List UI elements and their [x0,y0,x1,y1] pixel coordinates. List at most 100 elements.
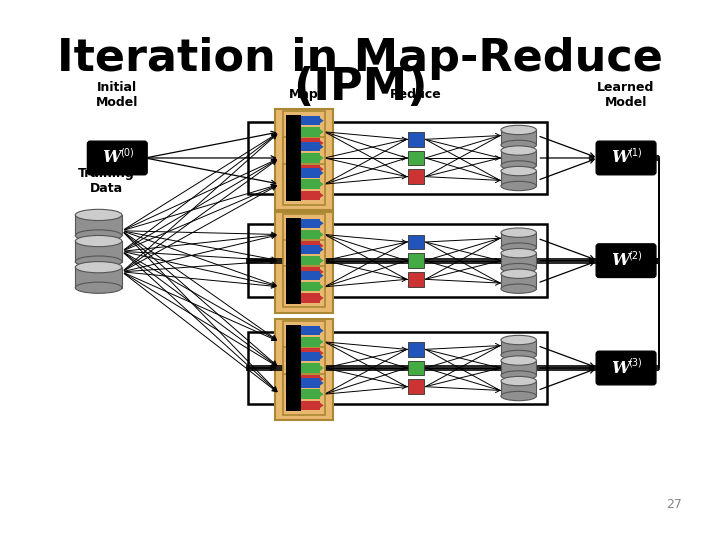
Polygon shape [320,295,323,301]
Polygon shape [320,376,323,382]
Bar [301,389,320,399]
FancyBboxPatch shape [596,351,656,385]
Text: Reduce: Reduce [390,88,442,101]
Ellipse shape [76,282,122,293]
FancyBboxPatch shape [596,141,656,175]
Polygon shape [320,328,323,334]
Ellipse shape [501,269,536,279]
Bar [282,164,325,205]
Bar [287,244,301,278]
Bar [501,340,536,355]
Bar [501,233,536,248]
Bar [301,282,320,292]
Bar [287,115,301,148]
Bar [301,153,320,163]
Text: (2): (2) [629,250,642,260]
Polygon shape [320,354,323,360]
Ellipse shape [501,371,536,380]
Text: (3): (3) [629,357,642,367]
Text: W: W [611,150,630,166]
Ellipse shape [501,335,536,345]
FancyBboxPatch shape [596,244,656,278]
Bar [287,377,301,411]
Ellipse shape [501,392,536,401]
Bar [301,138,320,148]
Ellipse shape [76,235,122,247]
Ellipse shape [501,350,536,360]
FancyBboxPatch shape [87,141,147,175]
Polygon shape [320,247,323,252]
Bar [275,320,333,420]
Bar [501,151,536,165]
Polygon shape [320,170,323,176]
Polygon shape [320,365,323,371]
Bar [282,347,325,389]
Bar [76,241,122,261]
Bar [301,256,320,265]
Polygon shape [320,129,323,134]
Bar [408,379,424,394]
Bar [301,127,320,137]
Bar [301,245,320,254]
Bar [501,171,536,186]
Bar [301,293,320,303]
Text: W: W [102,150,121,166]
Bar [301,116,320,125]
Bar [275,110,333,210]
Text: W: W [611,360,630,376]
Polygon shape [320,118,323,124]
Bar [408,132,424,147]
Polygon shape [320,144,323,150]
Bar [301,168,320,178]
Bar [301,241,320,251]
Text: Training
Data: Training Data [78,167,135,195]
Bar [301,375,320,384]
Bar [501,274,536,289]
Polygon shape [320,181,323,187]
Bar [282,374,325,415]
Bar [301,267,320,276]
Bar [301,230,320,239]
Polygon shape [320,284,323,289]
Ellipse shape [501,140,536,150]
Ellipse shape [501,181,536,191]
Polygon shape [320,232,323,237]
Bar [408,151,424,165]
Bar [282,240,325,281]
Polygon shape [320,380,323,386]
Bar [501,130,536,145]
Bar [282,111,325,152]
Bar [301,179,320,189]
Bar [248,122,546,194]
Bar [301,379,320,388]
Polygon shape [320,392,323,397]
Bar [301,326,320,335]
Text: (0): (0) [120,147,133,157]
Bar [301,337,320,347]
Bar [76,215,122,235]
Ellipse shape [501,284,536,293]
Bar [282,321,325,362]
Bar [248,332,546,404]
Polygon shape [320,258,323,264]
Bar [301,348,320,357]
Bar [408,272,424,287]
Bar [76,267,122,288]
Bar [408,169,424,184]
Text: (1): (1) [629,147,642,157]
Bar [282,266,325,307]
Bar [282,214,325,255]
Polygon shape [320,140,323,146]
Bar [301,142,320,151]
Ellipse shape [501,125,536,134]
Bar [301,401,320,410]
Text: 27: 27 [666,498,682,511]
Ellipse shape [501,228,536,237]
Ellipse shape [501,161,536,170]
Bar [287,270,301,303]
Ellipse shape [76,230,122,241]
Ellipse shape [501,248,536,258]
Bar [282,138,325,179]
Bar [275,212,333,313]
Text: W: W [611,252,630,269]
